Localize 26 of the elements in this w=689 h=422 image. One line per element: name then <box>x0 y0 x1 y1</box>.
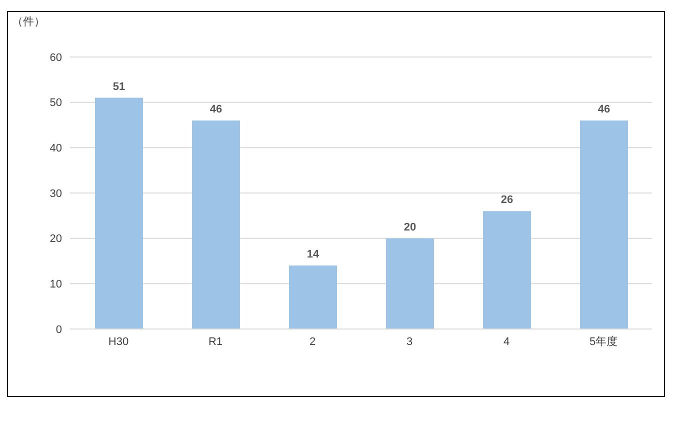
data-label: 51 <box>112 80 126 93</box>
x-tick-label: R1 <box>208 336 223 348</box>
y-tick-label: 50 <box>50 97 62 110</box>
data-label: 46 <box>210 103 222 116</box>
data-label: 20 <box>404 221 416 234</box>
y-tick-label: 20 <box>50 233 62 246</box>
y-tick-label: 10 <box>50 278 62 291</box>
y-tick-label: 60 <box>50 52 62 64</box>
y-tick-label: 40 <box>50 142 62 155</box>
bar <box>95 98 143 329</box>
data-label: 26 <box>500 194 514 206</box>
bar <box>580 120 628 329</box>
x-tick-label: 4 <box>503 336 510 348</box>
x-tick-label: 3 <box>406 336 413 348</box>
y-tick-label: 30 <box>50 188 62 200</box>
data-label: 46 <box>598 103 610 116</box>
x-tick-label: 5年度 <box>589 334 618 348</box>
data-label: 14 <box>306 248 320 261</box>
y-axis-title: （件） <box>12 15 45 29</box>
x-tick-label: 2 <box>309 336 316 348</box>
x-tick-label: H30 <box>108 336 129 348</box>
bar <box>386 238 434 329</box>
bar <box>289 266 337 329</box>
bar <box>192 120 240 329</box>
bar <box>483 211 531 329</box>
y-tick-label: 0 <box>56 324 62 336</box>
